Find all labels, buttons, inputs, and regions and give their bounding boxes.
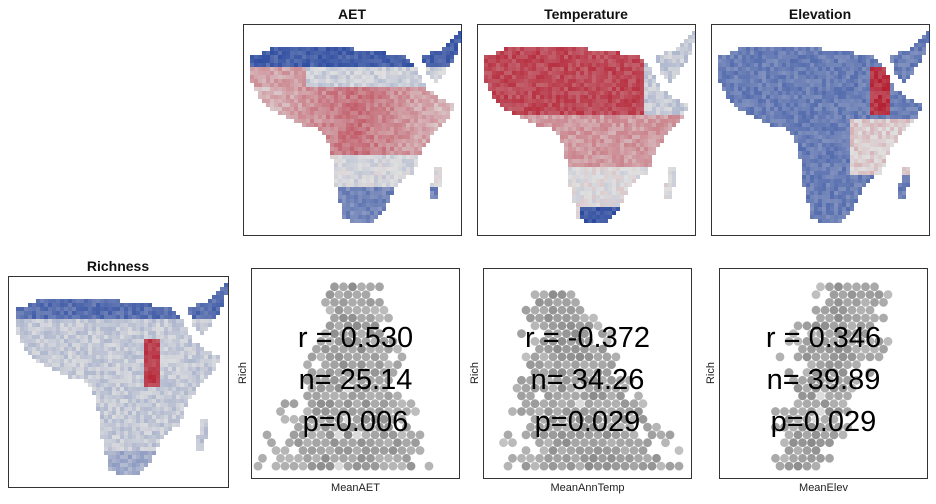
x-axis-label: MeanAET	[331, 482, 380, 494]
stat-r: r = -0.372	[525, 322, 650, 354]
y-axis-label: Rich	[469, 362, 481, 385]
scatter-panel-elev: r = 0.346 n= 39.89 p=0.029	[719, 268, 928, 479]
stat-n: n= 39.89	[766, 364, 881, 396]
map-panel-aet	[243, 24, 462, 236]
stat-n: n= 34.26	[530, 364, 645, 396]
map-panel-richness	[8, 276, 229, 488]
hexbin-temp	[499, 290, 684, 471]
map-aet	[250, 31, 461, 223]
x-axis-label: MeanAnnTemp	[550, 482, 625, 494]
map-panel-temperature	[477, 24, 696, 236]
map-temperature	[484, 31, 695, 223]
map-title-elevation: Elevation	[788, 6, 852, 22]
x-axis-label: MeanElev	[799, 482, 848, 494]
map-richness	[16, 283, 228, 475]
y-axis-label: Rich	[237, 362, 249, 385]
hexbin-elev	[771, 282, 893, 471]
scatter-panel-aet: r = 0.530 n= 25.14 p=0.006	[251, 268, 460, 479]
hexbin-aet	[253, 282, 434, 471]
stat-n: n= 25.14	[298, 364, 413, 396]
stat-p: p=0.006	[302, 406, 409, 438]
map-title-richness: Richness	[86, 258, 150, 274]
stat-p: p=0.029	[770, 406, 877, 438]
y-axis-label: Rich	[705, 362, 717, 385]
stat-r: r = 0.530	[297, 322, 414, 354]
map-panel-elevation	[711, 24, 930, 236]
map-elevation	[718, 31, 929, 223]
map-title-temperature: Temperature	[544, 6, 628, 22]
scatter-panel-temp: r = -0.372 n= 34.26 p=0.029	[483, 268, 692, 479]
map-title-aet: AET	[338, 6, 366, 22]
stat-p: p=0.029	[534, 406, 641, 438]
stat-r: r = 0.346	[765, 322, 882, 354]
